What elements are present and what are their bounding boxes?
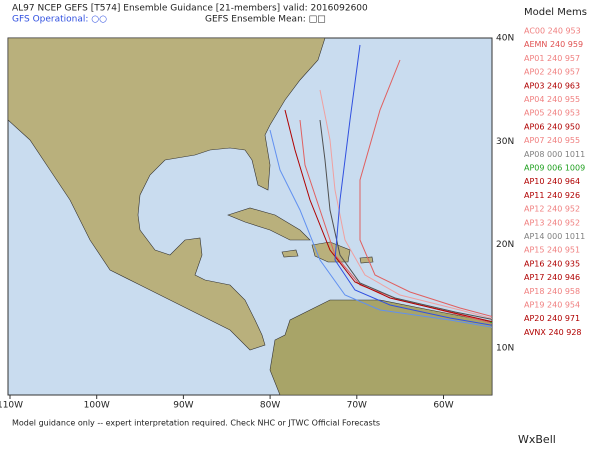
track	[299, 119, 492, 324]
member-entry: AP04 240 955	[524, 95, 580, 104]
member-entry: AP15 240 951	[524, 246, 580, 255]
lat-label: 40N	[496, 34, 514, 44]
header-title: AL97 NCEP GEFS [T574] Ensemble Guidance …	[12, 4, 368, 14]
track	[269, 129, 492, 328]
member-entry: AVNX 240 928	[524, 328, 582, 337]
logo: WxBell	[518, 433, 556, 446]
member-entry: AP09 006 1009	[524, 164, 585, 173]
members-title: Model Mems	[524, 7, 587, 18]
track	[284, 109, 492, 323]
map	[7, 37, 493, 396]
track	[319, 89, 492, 320]
land-jamaica	[281, 249, 299, 258]
member-entry: AP01 240 957	[524, 54, 580, 63]
member-entry: AP10 240 964	[524, 177, 580, 186]
member-entry: AP07 240 955	[524, 136, 580, 145]
track	[359, 59, 492, 318]
lon-label: 70W	[347, 401, 367, 411]
member-entry: AP11 240 926	[524, 191, 580, 200]
land-puerto-rico	[359, 256, 374, 264]
member-entry: AEMN 240 959	[524, 40, 583, 49]
operational-legend: GFS Operational: ○○	[12, 15, 107, 25]
land-south-america	[269, 299, 492, 395]
lat-label: 20N	[496, 240, 514, 250]
track	[319, 119, 492, 320]
member-entry: AP05 240 953	[524, 109, 580, 118]
mean-legend: GEFS Ensemble Mean: □□	[205, 15, 326, 25]
lon-label: 110W	[0, 401, 23, 411]
member-entry: AP16 240 935	[524, 259, 580, 268]
member-entry: AP03 240 963	[524, 81, 580, 90]
member-entry: AP14 000 1011	[524, 232, 585, 241]
member-entry: AP13 240 952	[524, 218, 580, 227]
lat-label: 10N	[496, 343, 514, 353]
member-entry: AP02 240 957	[524, 68, 580, 77]
member-entry: AP18 240 958	[524, 287, 580, 296]
lon-label: 80W	[260, 401, 280, 411]
member-entry: AP19 240 954	[524, 301, 580, 310]
lon-label: 90W	[173, 401, 193, 411]
land-cuba	[227, 207, 311, 241]
member-entry: AP06 240 950	[524, 122, 580, 131]
member-entry: AC00 240 953	[524, 27, 581, 36]
member-entry: AP17 240 946	[524, 273, 580, 282]
lat-label: 30N	[496, 137, 514, 147]
footer: Model guidance only -- expert interpreta…	[12, 419, 380, 428]
tracks	[269, 44, 492, 328]
lon-label: 100W	[84, 401, 110, 411]
track	[334, 44, 492, 326]
lon-label: 60W	[433, 401, 453, 411]
land-north-america	[8, 38, 326, 351]
member-entry: AP20 240 971	[524, 314, 580, 323]
member-entry: AP12 240 952	[524, 205, 580, 214]
member-entry: AP08 000 1011	[524, 150, 585, 159]
